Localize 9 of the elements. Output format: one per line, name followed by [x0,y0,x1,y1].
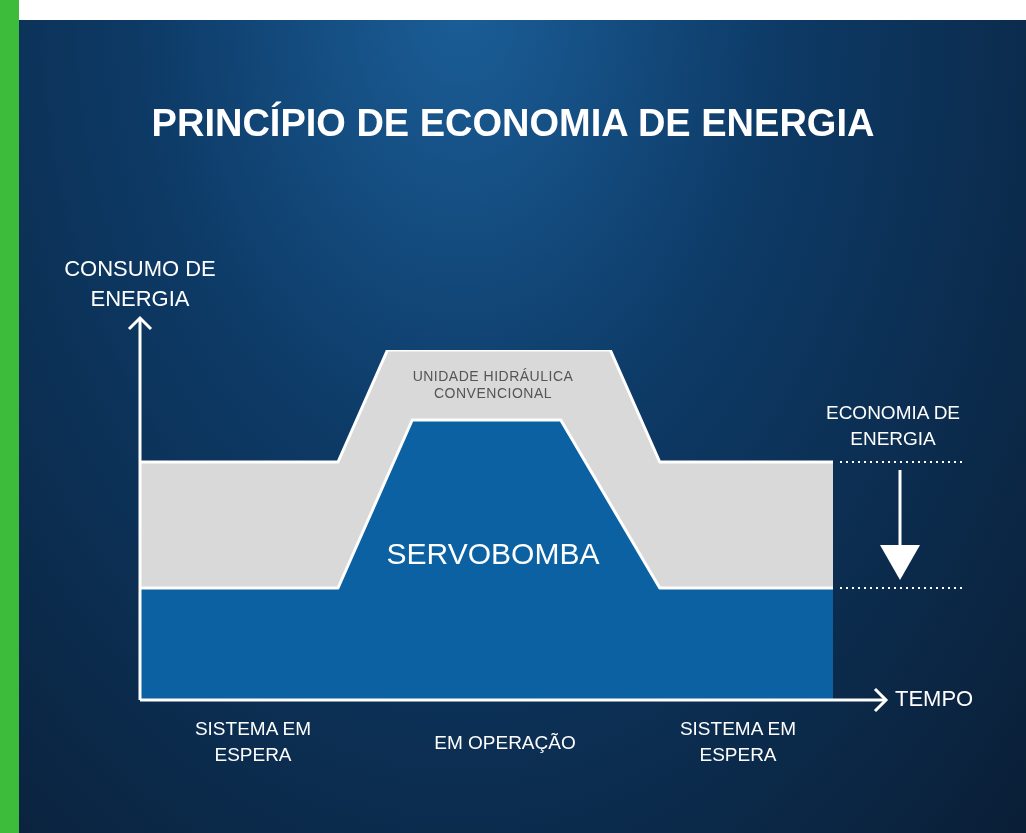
series-label: UNIDADE HIDRÁULICA CONVENCIONAL [411,368,575,402]
annotation: ECONOMIA DE ENERGIA [824,401,962,451]
chart-title: PRINCÍPIO DE ECONOMIA DE ENERGIA [150,102,876,145]
y-axis-title: CONSUMO DE ENERGIA [63,255,217,313]
text: SISTEMA EM ESPERA [193,717,313,767]
x-axis-title: TEMPO [895,686,974,712]
series-label: SERVOBOMBA [385,536,601,572]
text: EM OPERAÇÃO [433,731,577,755]
text: SISTEMA EM ESPERA [678,717,798,767]
